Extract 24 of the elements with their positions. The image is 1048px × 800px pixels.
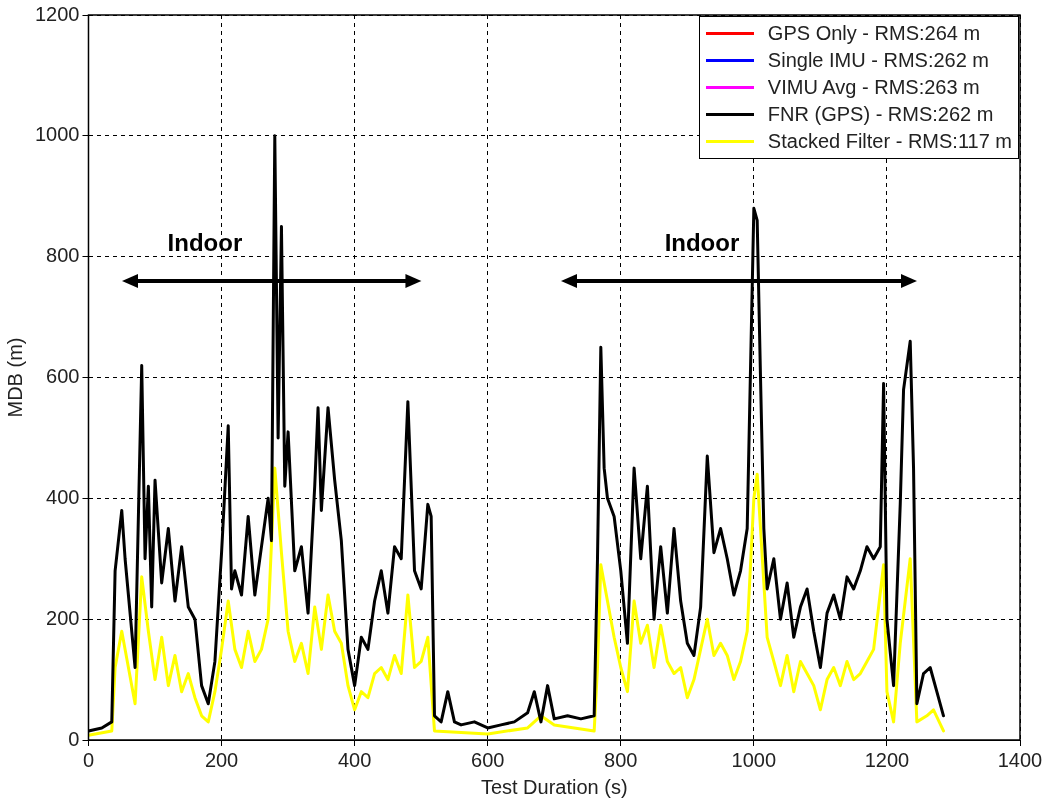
y-axis-title: MDB (m) (3, 337, 26, 418)
y-tick-label: 800 (46, 244, 80, 267)
x-tick-label: 400 (337, 748, 372, 771)
x-tick-label: 1000 (731, 748, 777, 771)
y-tick-label: 1000 (34, 123, 80, 146)
y-tick-label: 1200 (34, 2, 80, 25)
legend-label: FNR (GPS) - RMS:262 m (767, 102, 994, 127)
annotation: Indoor (167, 229, 243, 257)
legend-label: Single IMU - RMS:262 m (767, 48, 990, 73)
legend-label: GPS Only - RMS:264 m (767, 21, 981, 46)
x-tick-label: 600 (471, 748, 505, 771)
x-tick-label: 0 (82, 748, 95, 771)
x-tick-label: 1200 (864, 748, 910, 771)
x-tick-label: 1400 (997, 748, 1043, 771)
legend-label: Stacked Filter - RMS:117 m (767, 129, 1012, 154)
annotation: Indoor (664, 229, 740, 257)
x-tick-label: 800 (604, 748, 638, 771)
y-tick-label: 400 (46, 485, 80, 508)
y-tick-label: 600 (46, 365, 80, 388)
y-tick-label: 0 (68, 727, 80, 750)
y-tick-label: 200 (46, 606, 80, 629)
x-axis-title: Test Duration (s) (480, 775, 628, 798)
x-tick-label: 200 (204, 748, 239, 771)
legend-label: VIMU Avg - RMS:263 m (767, 75, 980, 100)
